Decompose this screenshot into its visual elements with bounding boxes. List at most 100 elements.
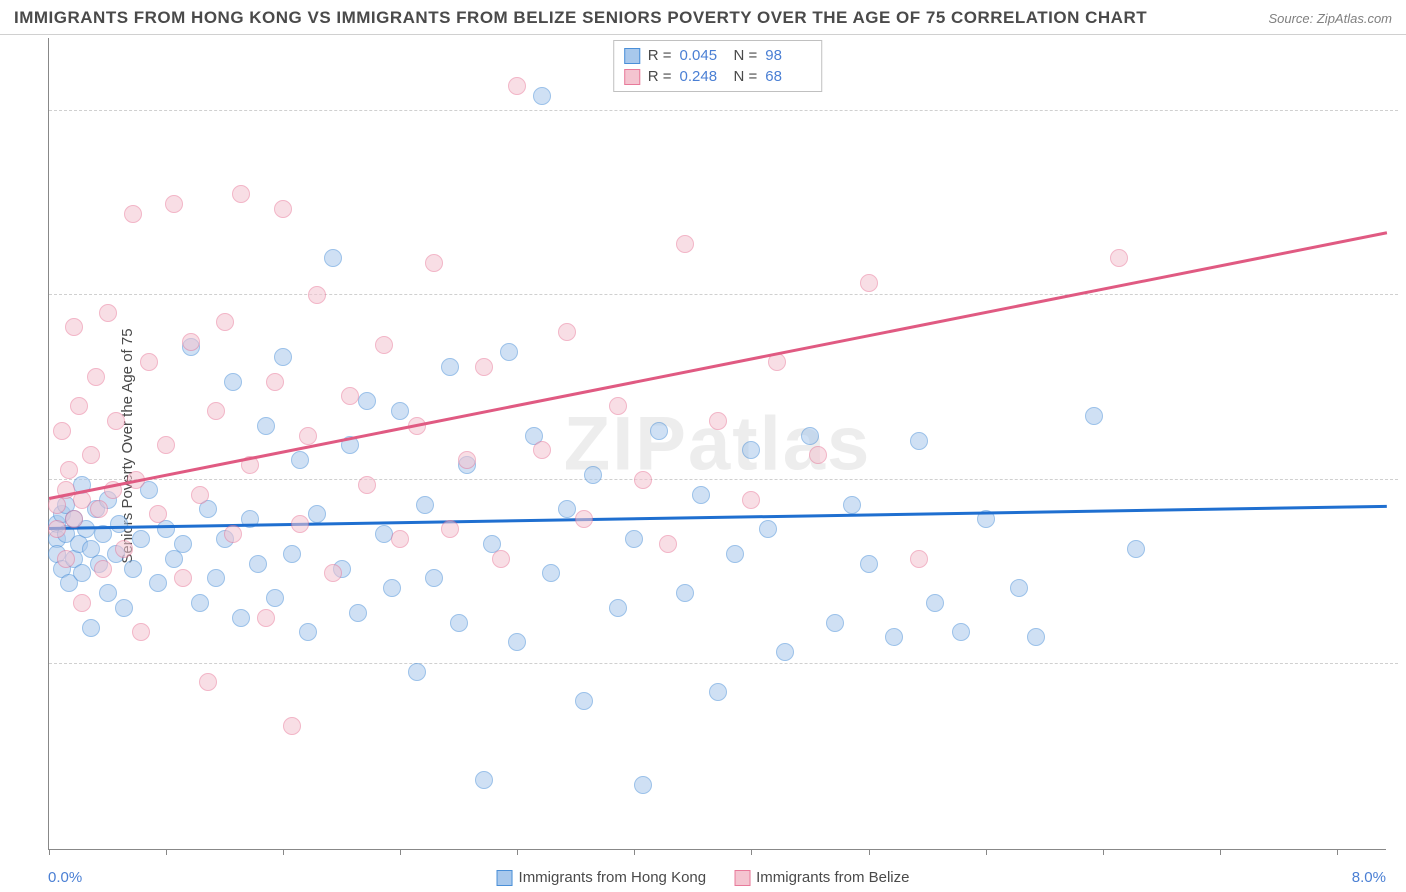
chart-plot-area: ZIPatlas R =0.045N =98R =0.248N =68 7.5%… bbox=[48, 38, 1386, 850]
data-point bbox=[65, 510, 83, 528]
data-point bbox=[1110, 249, 1128, 267]
data-point bbox=[283, 717, 301, 735]
legend-swatch bbox=[624, 69, 640, 85]
x-tick bbox=[166, 849, 167, 855]
data-point bbox=[274, 348, 292, 366]
data-point bbox=[609, 599, 627, 617]
data-point bbox=[508, 77, 526, 95]
data-point bbox=[174, 535, 192, 553]
data-point bbox=[94, 560, 112, 578]
data-point bbox=[57, 550, 75, 568]
data-point bbox=[232, 185, 250, 203]
y-tick-label: 15.0% bbox=[1396, 472, 1406, 488]
data-point bbox=[266, 373, 284, 391]
data-point bbox=[860, 274, 878, 292]
data-point bbox=[742, 441, 760, 459]
data-point bbox=[224, 373, 242, 391]
data-point bbox=[199, 673, 217, 691]
data-point bbox=[910, 550, 928, 568]
stat-legend: R =0.045N =98R =0.248N =68 bbox=[613, 40, 823, 92]
legend-swatch bbox=[734, 870, 750, 886]
x-axis-min-label: 0.0% bbox=[48, 869, 82, 886]
data-point bbox=[458, 451, 476, 469]
data-point bbox=[558, 323, 576, 341]
data-point bbox=[650, 422, 668, 440]
data-point bbox=[826, 614, 844, 632]
x-tick bbox=[49, 849, 50, 855]
gridline bbox=[49, 479, 1398, 480]
data-point bbox=[157, 436, 175, 454]
data-point bbox=[910, 432, 928, 450]
data-point bbox=[165, 195, 183, 213]
data-point bbox=[249, 555, 267, 573]
data-point bbox=[759, 520, 777, 538]
data-point bbox=[709, 683, 727, 701]
data-point bbox=[48, 520, 66, 538]
data-point bbox=[283, 545, 301, 563]
data-point bbox=[885, 628, 903, 646]
data-point bbox=[82, 446, 100, 464]
data-point bbox=[926, 594, 944, 612]
data-point bbox=[324, 564, 342, 582]
x-tick bbox=[517, 849, 518, 855]
stat-legend-row: R =0.248N =68 bbox=[624, 66, 812, 87]
x-tick bbox=[1337, 849, 1338, 855]
x-tick bbox=[283, 849, 284, 855]
data-point bbox=[124, 560, 142, 578]
data-point bbox=[425, 569, 443, 587]
data-point bbox=[358, 392, 376, 410]
data-point bbox=[291, 515, 309, 533]
data-point bbox=[132, 530, 150, 548]
data-point bbox=[132, 623, 150, 641]
data-point bbox=[232, 609, 250, 627]
data-point bbox=[90, 500, 108, 518]
data-point bbox=[575, 692, 593, 710]
data-point bbox=[634, 776, 652, 794]
data-point bbox=[475, 358, 493, 376]
data-point bbox=[207, 402, 225, 420]
data-point bbox=[843, 496, 861, 514]
y-tick-label: 22.5% bbox=[1396, 287, 1406, 303]
data-point bbox=[266, 589, 284, 607]
legend-swatch bbox=[497, 870, 513, 886]
data-point bbox=[801, 427, 819, 445]
chart-title: IMMIGRANTS FROM HONG KONG VS IMMIGRANTS … bbox=[14, 8, 1147, 28]
series-legend: Immigrants from Hong Kong Immigrants from… bbox=[497, 869, 910, 886]
data-point bbox=[60, 461, 78, 479]
data-point bbox=[692, 486, 710, 504]
data-point bbox=[216, 313, 234, 331]
data-point bbox=[776, 643, 794, 661]
data-point bbox=[149, 574, 167, 592]
data-point bbox=[207, 569, 225, 587]
data-point bbox=[87, 368, 105, 386]
data-point bbox=[383, 579, 401, 597]
data-point bbox=[291, 451, 309, 469]
data-point bbox=[274, 200, 292, 218]
data-point bbox=[508, 633, 526, 651]
data-point bbox=[308, 505, 326, 523]
data-point bbox=[324, 249, 342, 267]
data-point bbox=[1027, 628, 1045, 646]
legend-label: Immigrants from Hong Kong bbox=[519, 869, 707, 886]
x-tick bbox=[986, 849, 987, 855]
y-tick-label: 7.5% bbox=[1396, 656, 1406, 672]
y-tick-label: 30.0% bbox=[1396, 103, 1406, 119]
stat-legend-row: R =0.045N =98 bbox=[624, 45, 812, 66]
legend-label: Immigrants from Belize bbox=[756, 869, 909, 886]
data-point bbox=[952, 623, 970, 641]
data-point bbox=[475, 771, 493, 789]
data-point bbox=[73, 594, 91, 612]
data-point bbox=[500, 343, 518, 361]
data-point bbox=[584, 466, 602, 484]
data-point bbox=[257, 609, 275, 627]
data-point bbox=[308, 286, 326, 304]
data-point bbox=[70, 397, 88, 415]
data-point bbox=[676, 235, 694, 253]
data-point bbox=[358, 476, 376, 494]
x-tick bbox=[634, 849, 635, 855]
data-point bbox=[860, 555, 878, 573]
data-point bbox=[408, 663, 426, 681]
data-point bbox=[224, 525, 242, 543]
data-point bbox=[391, 530, 409, 548]
data-point bbox=[99, 584, 117, 602]
